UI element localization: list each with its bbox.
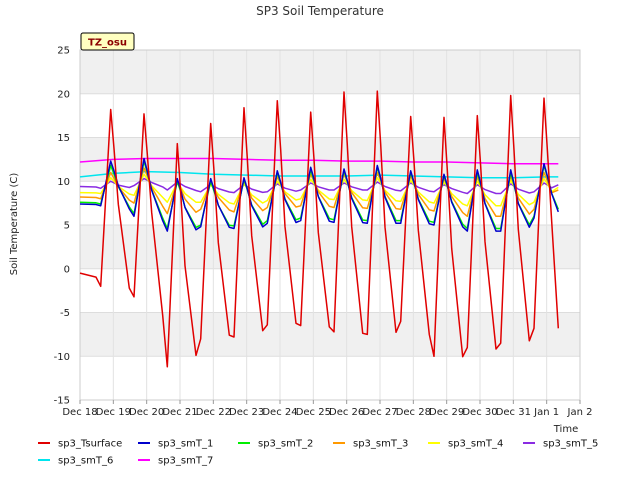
plot-band <box>80 225 580 269</box>
x-tick-label: Dec 23 <box>229 407 264 418</box>
station-tag: TZ_osu <box>80 32 135 51</box>
x-tick-label: Dec 22 <box>196 407 231 418</box>
legend-label: sp3_Tsurface <box>58 439 122 450</box>
plot-band <box>80 137 580 182</box>
x-tick-label: Dec 19 <box>96 407 131 418</box>
y-tick-label: 10 <box>57 177 70 188</box>
y-tick-label: 20 <box>57 89 70 100</box>
x-tick-label: Dec 27 <box>362 407 397 418</box>
x-tick-label: Dec 28 <box>396 407 431 418</box>
x-tick-label: Dec 30 <box>462 407 497 418</box>
y-tick-label: 25 <box>57 46 70 57</box>
x-tick-label: Dec 21 <box>162 407 197 418</box>
legend-label: sp3_smT_3 <box>353 439 408 450</box>
plot-frame <box>79 49 581 401</box>
y-axis-label: Soil Temperature (C) <box>9 173 20 276</box>
legend-label: sp3_smT_6 <box>58 456 113 467</box>
x-tick-label: Dec 24 <box>262 407 297 418</box>
legend: sp3_Tsurface sp3_smT_1 sp3_smT_2 sp3_smT_3 s… <box>38 439 598 467</box>
legend-label: sp3_smT_2 <box>258 439 313 450</box>
station-tag-box <box>80 32 135 51</box>
legend-label: sp3_smT_7 <box>158 456 213 467</box>
station-tag-label: TZ_osu <box>88 38 127 49</box>
x-tick-label: Dec 20 <box>129 407 164 418</box>
series-line-sp3-smT-7 <box>79 157 559 165</box>
plot-background-bands <box>80 50 580 357</box>
y-axis-ticks: -15 -10 -5 0 5 10 15 20 25 <box>54 46 70 407</box>
y-tick-label: 15 <box>57 133 70 144</box>
chart-title: SP3 Soil Temperature <box>256 4 384 18</box>
y-tick-label: 5 <box>64 221 70 232</box>
x-tick-label: Jan 1 <box>533 407 559 418</box>
legend-label: sp3_smT_4 <box>448 439 503 450</box>
x-axis-label: Time <box>553 424 578 435</box>
x-tick-label: Jan 2 <box>567 407 593 418</box>
x-tick-label: Dec 26 <box>329 407 364 418</box>
x-tick-label: Dec 25 <box>296 407 331 418</box>
x-tick-label: Dec 31 <box>496 407 531 418</box>
y-tick-label: 0 <box>64 264 70 275</box>
plot-band <box>80 312 580 357</box>
x-tick-label: Dec 29 <box>429 407 464 418</box>
y-tick-label: -15 <box>54 396 70 407</box>
plot-band <box>80 50 580 94</box>
y-tick-label: -5 <box>60 308 70 319</box>
series-line-sp3-Tsurface <box>79 90 560 368</box>
legend-label: sp3_smT_1 <box>158 439 213 450</box>
x-tick-label: Dec 18 <box>62 407 97 418</box>
series-line-sp3-smT-6 <box>79 170 559 179</box>
legend-label: sp3_smT_5 <box>543 439 598 450</box>
series-lines <box>79 90 560 368</box>
y-tick-label: -10 <box>54 352 70 363</box>
